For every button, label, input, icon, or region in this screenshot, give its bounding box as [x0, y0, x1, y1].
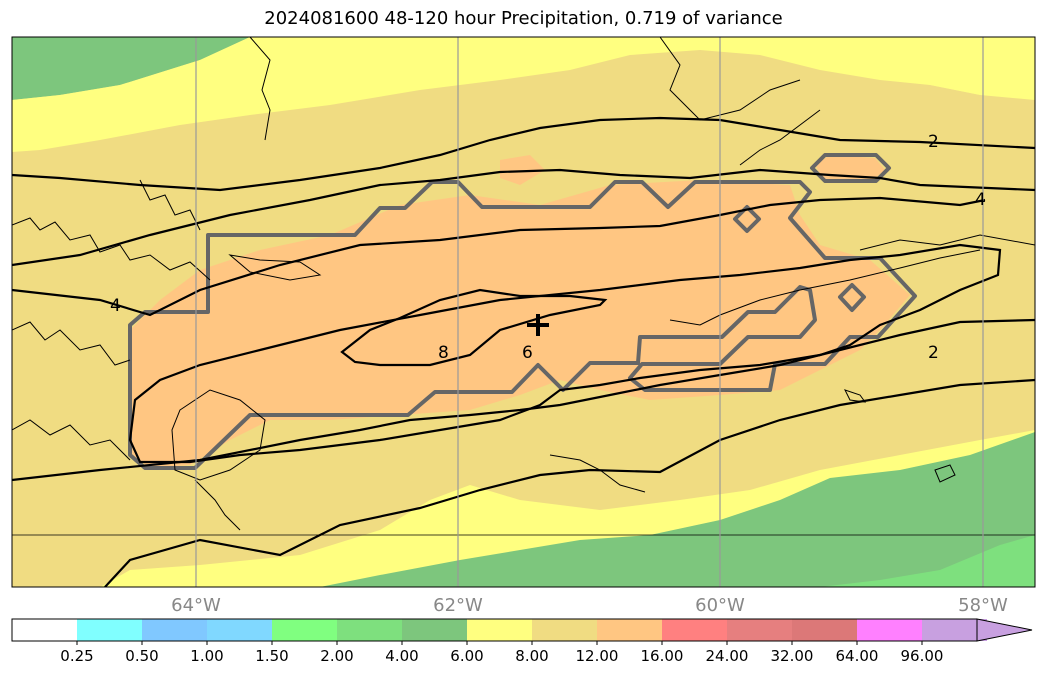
- colorbar-label: 6.00: [450, 647, 483, 665]
- colorbar-swatch: [532, 619, 597, 641]
- colorbar-swatch: [77, 619, 142, 641]
- lon-tick-label: 64°W: [171, 595, 221, 616]
- colorbar-swatch: [337, 619, 402, 641]
- lon-tick-label: 58°W: [958, 595, 1008, 616]
- colorbar-label: 96.00: [901, 647, 944, 665]
- contour-label: 2: [928, 343, 939, 363]
- contour-label: 6: [522, 343, 533, 363]
- colorbar-extend-arrow: [976, 618, 1033, 642]
- plus-icon: [527, 314, 549, 336]
- colorbar-label: 0.25: [60, 647, 93, 665]
- colorbar-label: 2.00: [320, 647, 353, 665]
- lon-tick-label: 60°W: [695, 595, 745, 616]
- contour-label: 4: [975, 190, 986, 210]
- colorbar-label: 1.50: [255, 647, 288, 665]
- green-region-topleft: [12, 37, 250, 100]
- graticule: [195, 37, 984, 587]
- threshold-outline: [128, 153, 917, 470]
- contour-label: 2: [928, 132, 939, 152]
- contour-label-group: 2 4 4 6 8 2: [110, 132, 986, 363]
- colorbar: 0.25 0.50 1.00 1.50 2.00 4.00 6.00 8.00 12.00 16.…: [11, 618, 1033, 665]
- lon-tick-label: 62°W: [433, 595, 483, 616]
- colorbar-swatch: [402, 619, 467, 641]
- colorbar-label: 12.00: [576, 647, 619, 665]
- colorbar-label: 32.00: [771, 647, 814, 665]
- map-area: 2 4 4 6 8 2: [12, 37, 1035, 587]
- colorbar-swatch: [597, 619, 662, 641]
- colorbar-swatch: [792, 619, 857, 641]
- colorbar-outline: [11, 618, 977, 642]
- colorbar-swatch: [142, 619, 207, 641]
- yellow-band-top: [12, 37, 1035, 152]
- colorbar-swatch: [12, 619, 77, 641]
- lon-ticks: 64°W 62°W 60°W 58°W: [171, 595, 1008, 616]
- colorbar-swatch: [922, 619, 987, 641]
- coastlines: [12, 37, 1035, 536]
- colorbar-label: 64.00: [836, 647, 879, 665]
- colorbar-swatch: [272, 619, 337, 641]
- map-title: 2024081600 48-120 hour Precipitation, 0.…: [264, 8, 783, 29]
- colorbar-label: 16.00: [641, 647, 684, 665]
- colorbar-swatch: [662, 619, 727, 641]
- colorbar-swatch: [857, 619, 922, 641]
- green-region-bottom: [320, 432, 1035, 587]
- colorbar-swatch: [467, 619, 532, 641]
- colorbar-swatch: [727, 619, 792, 641]
- colorbar-label: 4.00: [385, 647, 418, 665]
- precip-contours: [12, 116, 1035, 587]
- colorbar-label: 8.00: [515, 647, 548, 665]
- map-frame: [11, 36, 1036, 588]
- colorbar-label: 0.50: [125, 647, 158, 665]
- colorbar-swatch: [207, 619, 272, 641]
- contour-label: 8: [438, 343, 449, 363]
- colorbar-label: 24.00: [706, 647, 749, 665]
- green-light-region: [820, 535, 1035, 587]
- peach-blob-top: [500, 155, 545, 185]
- contour-label: 4: [110, 296, 121, 316]
- colorbar-label: 1.00: [190, 647, 223, 665]
